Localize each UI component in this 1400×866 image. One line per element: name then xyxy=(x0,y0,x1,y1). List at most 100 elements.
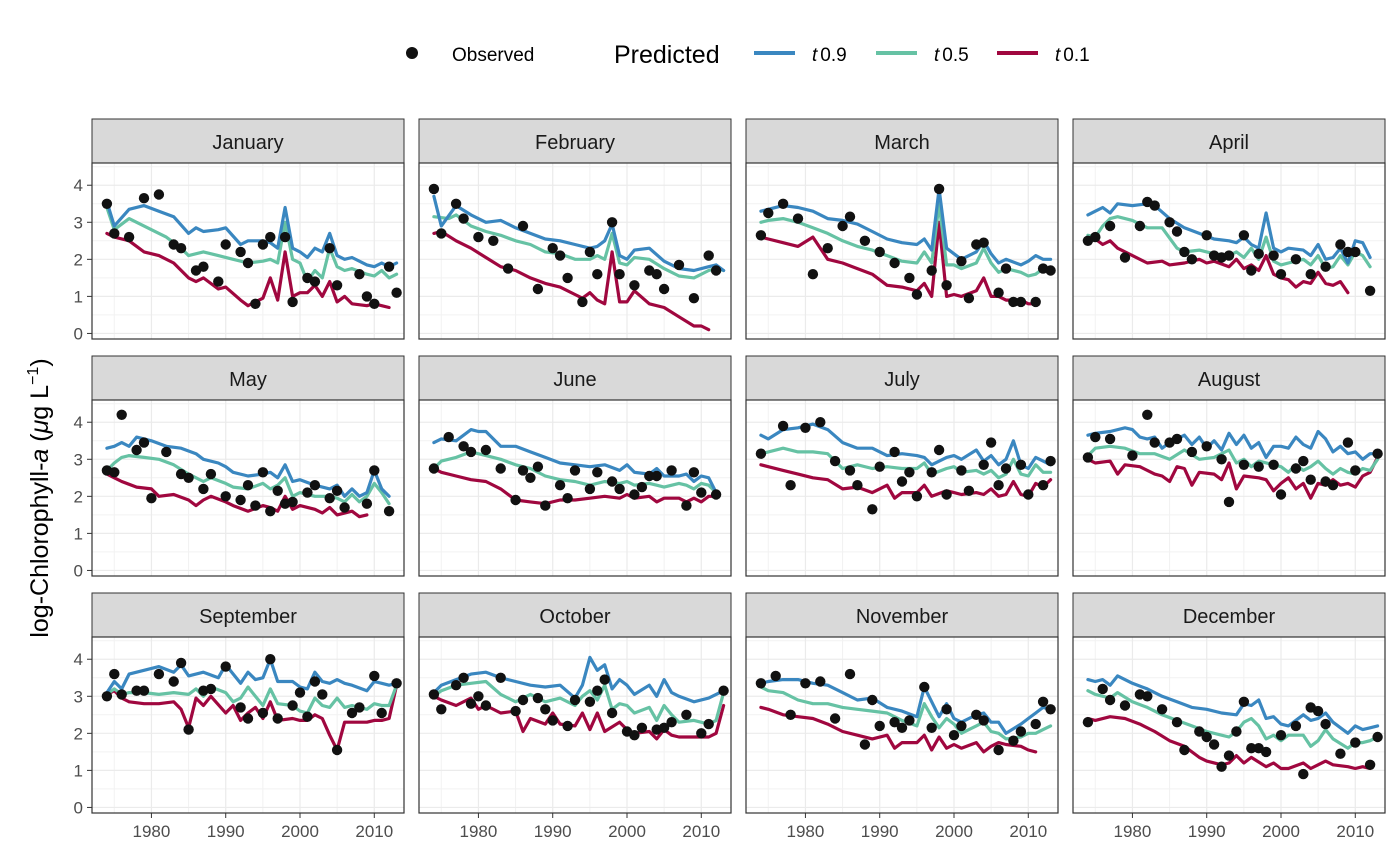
observed-point xyxy=(183,472,194,483)
observed-point xyxy=(1290,720,1302,732)
series-line-q90 xyxy=(105,657,399,695)
series-line-q90 xyxy=(1086,202,1372,265)
strip-label: February xyxy=(535,132,615,154)
observed-point xyxy=(175,657,187,669)
legend: Observed Predicted t 0.9 t 0.5 t 0.1 xyxy=(406,41,1090,69)
observed-point xyxy=(606,707,618,719)
observed-point xyxy=(1186,254,1198,265)
observed-point xyxy=(1030,718,1041,730)
observed-point xyxy=(874,246,885,258)
observed-point xyxy=(569,465,581,476)
observed-point xyxy=(309,676,321,687)
observed-point xyxy=(547,715,558,726)
panel-border xyxy=(418,162,732,340)
observed-point xyxy=(1023,489,1034,500)
observed-point xyxy=(1090,231,1101,243)
observed-point xyxy=(978,715,989,726)
y-tick-label: 1 xyxy=(74,287,83,306)
panel-may: May 0 1 2 3 4 xyxy=(74,355,405,580)
observed-point xyxy=(1223,496,1235,508)
observed-point xyxy=(956,720,967,732)
x-tick-label: 1980 xyxy=(133,822,171,841)
strip-background xyxy=(745,118,1059,164)
y-tick-label: 2 xyxy=(74,724,83,743)
observed-point xyxy=(1142,691,1153,702)
observed-point xyxy=(324,493,335,504)
observed-point xyxy=(220,661,231,672)
observed-point xyxy=(428,183,440,195)
y-tick-label: 3 xyxy=(74,213,83,232)
observed-point xyxy=(287,700,298,711)
observed-point xyxy=(651,470,662,482)
observed-point xyxy=(488,235,499,246)
observed-point xyxy=(614,269,625,280)
observed-point xyxy=(584,483,596,495)
plot-background xyxy=(746,163,1058,339)
observed-point xyxy=(1149,200,1160,211)
observed-point xyxy=(1216,454,1227,465)
observed-point xyxy=(978,237,989,248)
strip-background xyxy=(745,355,1059,401)
series-line-q90 xyxy=(1086,674,1380,735)
observed-point xyxy=(458,441,469,452)
observed-point xyxy=(763,207,774,219)
x-tick-label: 2010 xyxy=(1336,822,1374,841)
observed-point xyxy=(1260,746,1272,758)
observed-point xyxy=(331,744,343,756)
observed-point xyxy=(109,467,120,478)
observed-point xyxy=(250,298,261,309)
observed-point xyxy=(681,709,692,720)
strip-label: April xyxy=(1209,132,1249,154)
panel-october: October 1980 1990 2000 2010 xyxy=(418,592,732,841)
observed-point xyxy=(815,417,826,428)
x-tick-label: 2000 xyxy=(1262,822,1300,841)
observed-point xyxy=(242,257,254,269)
observed-point xyxy=(1082,717,1094,728)
observed-point xyxy=(807,269,819,280)
panel-september: September 0 1 2 3 4 1980 1990 2000 2010 xyxy=(74,592,405,841)
observed-point xyxy=(1201,230,1212,241)
x-tick-label: 2000 xyxy=(935,822,973,841)
observed-point xyxy=(473,691,484,702)
observed-point xyxy=(703,250,714,261)
strip-background xyxy=(91,355,405,401)
observed-point xyxy=(606,217,618,228)
observed-point xyxy=(904,467,915,478)
legend-q50-label: t 0.5 xyxy=(934,45,969,66)
panel-border xyxy=(418,636,732,814)
strip-background xyxy=(418,118,732,164)
observed-point xyxy=(502,263,514,274)
observed-point xyxy=(666,465,677,476)
observed-point xyxy=(109,668,120,680)
observed-point xyxy=(985,437,997,448)
series-line-q10 xyxy=(432,229,711,332)
observed-point xyxy=(1231,726,1242,737)
observed-point xyxy=(458,672,469,683)
observed-point xyxy=(354,269,365,280)
series-line-q50 xyxy=(105,454,391,506)
observed-point xyxy=(1275,489,1287,500)
observed-point xyxy=(852,480,863,491)
observed-point xyxy=(495,463,506,474)
observed-point xyxy=(800,678,811,689)
observed-point xyxy=(495,672,506,683)
observed-point xyxy=(688,467,700,478)
observed-point xyxy=(1268,459,1279,470)
observed-point xyxy=(933,183,945,195)
observed-point xyxy=(1171,717,1183,728)
observed-point xyxy=(562,272,573,284)
observed-point xyxy=(1246,743,1257,754)
strip-background xyxy=(91,592,405,638)
observed-point xyxy=(956,465,967,476)
observed-point xyxy=(175,243,187,254)
observed-point xyxy=(436,704,447,715)
y-tick-label: 1 xyxy=(74,524,83,543)
observed-point xyxy=(540,500,551,511)
observed-point xyxy=(651,269,662,280)
observed-point xyxy=(904,715,915,726)
strip-label: May xyxy=(229,369,267,391)
strip-label: January xyxy=(212,132,283,154)
observed-point xyxy=(584,246,596,258)
observed-point xyxy=(183,724,194,735)
legend-q90-label: t 0.9 xyxy=(812,45,847,66)
